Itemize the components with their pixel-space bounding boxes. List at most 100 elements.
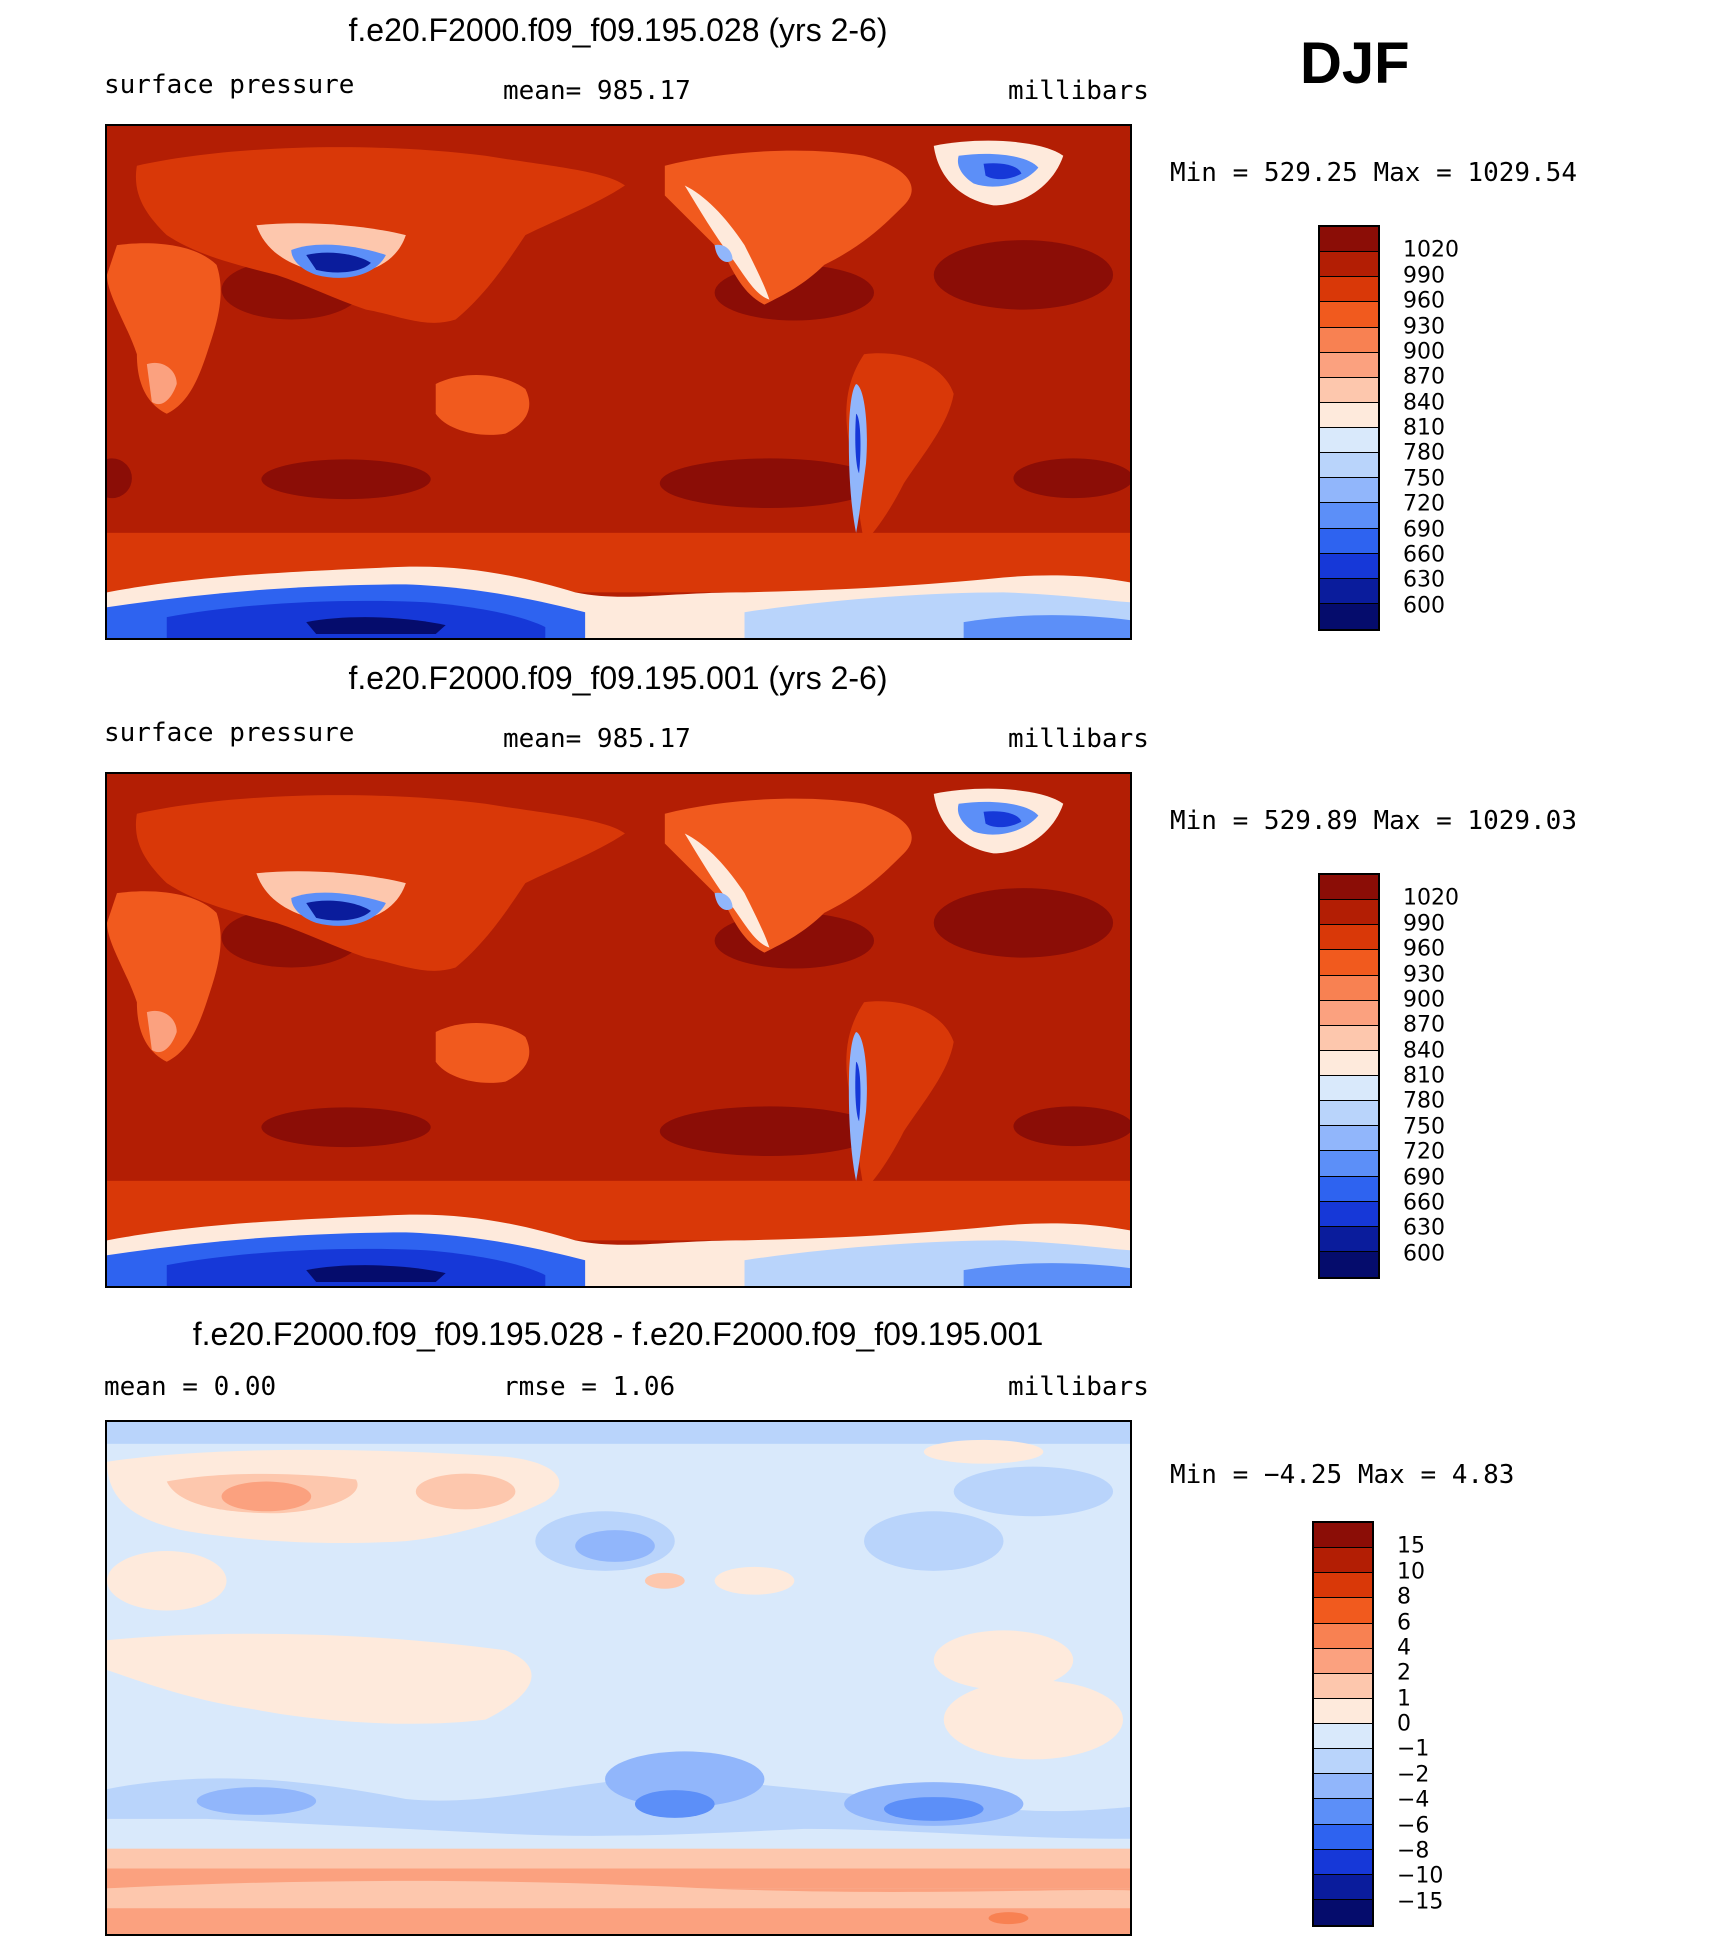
colorbar-swatch (1314, 1623, 1372, 1649)
colorbar-tick-label: 15 (1397, 1533, 1425, 1559)
colorbar-swatch (1320, 252, 1378, 278)
colorbar-swatch (1320, 900, 1378, 926)
colorbar-swatch (1314, 1648, 1372, 1674)
colorbar-swatch (1314, 1899, 1372, 1925)
colorbar-tick-label: 600 (1403, 593, 1445, 619)
colorbar-tick-label: 780 (1403, 440, 1445, 466)
colorbar-tick-label: 750 (1403, 466, 1445, 492)
panel-3-units-label: millibars (1008, 1372, 1149, 1402)
colorbar-swatch (1320, 1101, 1378, 1127)
colorbar-swatch (1320, 277, 1378, 303)
colorbar-tick-label: 990 (1403, 911, 1445, 937)
colorbar-tick-label: 720 (1403, 1139, 1445, 1165)
colorbar-tick-label: 960 (1403, 288, 1445, 314)
colorbar-tick-label: −4 (1397, 1787, 1430, 1813)
panel-3-mean-label: mean = 0.00 (104, 1372, 277, 1402)
colorbar-swatch (1320, 975, 1378, 1001)
panel-2-colorbar (1318, 873, 1380, 1279)
colorbar-swatch (1320, 478, 1378, 504)
colorbar-swatch (1320, 603, 1378, 629)
colorbar-tick-label: 900 (1403, 987, 1445, 1013)
colorbar-swatch (1320, 1076, 1378, 1102)
colorbar-swatch (1320, 227, 1378, 253)
colorbar-tick-label: 4 (1397, 1635, 1411, 1661)
colorbar-tick-label: 870 (1403, 364, 1445, 390)
colorbar-swatch (1320, 1176, 1378, 1202)
colorbar-swatch (1314, 1749, 1372, 1775)
colorbar-swatch (1320, 578, 1378, 604)
panel-3-map-svg (107, 1422, 1130, 1934)
panel-2-title: f.e20.F2000.f09_f09.195.001 (yrs 2-6) (348, 660, 888, 696)
panel-3-title: f.e20.F2000.f09_f09.195.028 - f.e20.F200… (192, 1316, 1044, 1352)
colorbar-swatch (1314, 1849, 1372, 1875)
colorbar-tick-label: 900 (1403, 339, 1445, 365)
panel-1-map (105, 124, 1132, 640)
panel-1-units-label: millibars (1008, 76, 1149, 106)
colorbar-swatch (1320, 428, 1378, 454)
colorbar-swatch (1320, 1050, 1378, 1076)
panel-1-variable-label: surface pressure (104, 70, 355, 100)
colorbar-swatch (1320, 503, 1378, 529)
colorbar-tick-label: 780 (1403, 1088, 1445, 1114)
colorbar-swatch (1320, 1025, 1378, 1051)
colorbar-tick-label: 930 (1403, 962, 1445, 987)
colorbar-swatch (1320, 302, 1378, 328)
panel-3-min-max: Min = −4.25 Max = 4.83 (1170, 1460, 1515, 1490)
colorbar-tick-label: 0 (1397, 1711, 1411, 1737)
colorbar-swatch (1320, 1201, 1378, 1227)
panel-3-map (105, 1420, 1132, 1936)
colorbar-swatch (1314, 1824, 1372, 1850)
colorbar-tick-label: 930 (1403, 314, 1445, 339)
panel-3-rmse-label: rmse = 1.06 (503, 1372, 676, 1402)
colorbar-swatch (1320, 1126, 1378, 1152)
colorbar-swatch (1320, 352, 1378, 378)
colorbar-tick-label: 600 (1403, 1241, 1445, 1267)
colorbar-swatch (1320, 1226, 1378, 1252)
panel-1-min-max: Min = 529.25 Max = 1029.54 (1170, 158, 1577, 188)
colorbar-swatch (1314, 1523, 1372, 1549)
colorbar-swatch (1320, 528, 1378, 554)
colorbar-tick-label: 660 (1403, 1190, 1445, 1216)
colorbar-swatch (1314, 1548, 1372, 1574)
colorbar-swatch (1314, 1724, 1372, 1750)
colorbar-swatch (1314, 1573, 1372, 1599)
panel-2-map (105, 772, 1132, 1288)
colorbar-swatch (1314, 1799, 1372, 1825)
panel-2-mean-label: mean= 985.17 (503, 724, 691, 754)
colorbar-tick-label: 8 (1397, 1584, 1411, 1610)
colorbar-tick-label: 720 (1403, 491, 1445, 517)
colorbar-tick-label: 840 (1403, 1038, 1445, 1064)
colorbar-tick-label: 840 (1403, 390, 1445, 416)
colorbar-tick-label: 750 (1403, 1114, 1445, 1140)
colorbar-swatch (1320, 1151, 1378, 1177)
colorbar-tick-label: 1 (1397, 1686, 1411, 1712)
colorbar-tick-label: 810 (1403, 415, 1445, 441)
panel-2-min-max: Min = 529.89 Max = 1029.03 (1170, 806, 1577, 836)
colorbar-swatch (1320, 327, 1378, 353)
colorbar-tick-label: 690 (1403, 517, 1445, 542)
colorbar-tick-label: −8 (1397, 1838, 1430, 1864)
colorbar-tick-label: 660 (1403, 542, 1445, 568)
colorbar-swatch (1320, 950, 1378, 976)
panel-2-units-label: millibars (1008, 724, 1149, 754)
colorbar-tick-label: 1020 (1403, 237, 1459, 263)
colorbar-tick-label: 810 (1403, 1063, 1445, 1089)
colorbar-tick-label: 870 (1403, 1012, 1445, 1038)
colorbar-tick-label: 10 (1397, 1559, 1425, 1585)
panel-1-map-svg (107, 126, 1130, 638)
colorbar-swatch (1314, 1598, 1372, 1624)
colorbar-tick-label: 690 (1403, 1165, 1445, 1190)
colorbar-tick-label: −2 (1397, 1762, 1430, 1788)
colorbar-swatch (1314, 1673, 1372, 1699)
colorbar-tick-label: 630 (1403, 1215, 1445, 1241)
season-label: DJF (1300, 31, 1410, 96)
colorbar-swatch (1320, 1000, 1378, 1026)
panel-1-colorbar (1318, 225, 1380, 631)
colorbar-swatch (1320, 1251, 1378, 1277)
colorbar-swatch (1320, 553, 1378, 579)
colorbar-swatch (1320, 925, 1378, 951)
colorbar-tick-label: 960 (1403, 936, 1445, 962)
colorbar-swatch (1320, 453, 1378, 479)
colorbar-swatch (1320, 402, 1378, 428)
colorbar-swatch (1314, 1874, 1372, 1900)
